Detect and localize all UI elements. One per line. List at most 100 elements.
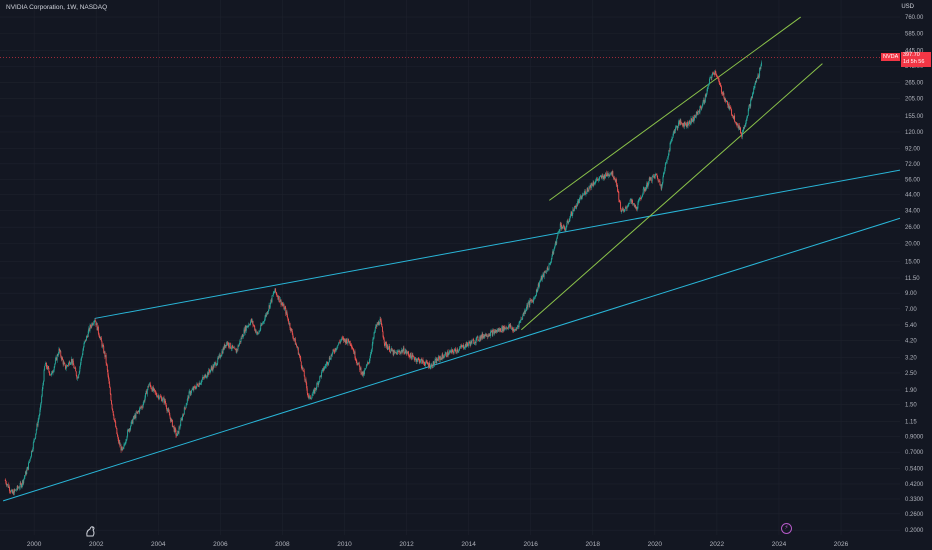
candle-body — [250, 321, 251, 325]
candle-body — [513, 329, 515, 332]
candle-body — [442, 354, 444, 357]
earnings-event-icon[interactable]: ⚡ — [781, 523, 792, 534]
candle-body — [379, 324, 380, 325]
candle-body — [67, 365, 69, 366]
candle-body — [750, 97, 752, 100]
candle-body — [738, 125, 740, 130]
candle-body — [333, 350, 335, 352]
candle-body — [531, 300, 533, 301]
candle-body — [191, 390, 192, 394]
candle-body — [92, 323, 94, 326]
candle-body — [613, 177, 615, 179]
candle-body — [436, 358, 438, 361]
candle-body — [692, 116, 694, 121]
candle-body — [611, 172, 613, 175]
candle-body — [477, 336, 479, 341]
candle-body — [731, 114, 733, 116]
candle-body — [707, 86, 709, 90]
candle-body — [404, 351, 406, 354]
candle-body — [422, 359, 424, 363]
candle-body — [286, 311, 288, 316]
candle-body — [186, 403, 188, 406]
candle-body — [503, 326, 505, 331]
candle-body — [628, 203, 630, 205]
candle-body — [30, 456, 32, 459]
candle-body — [128, 428, 130, 432]
candle-body — [392, 350, 394, 352]
candle-body — [156, 396, 158, 397]
candle-body — [661, 185, 663, 189]
candle-body — [372, 338, 374, 344]
candle-body — [532, 298, 534, 303]
tradingview-logo-icon[interactable] — [84, 524, 98, 538]
candle-body — [301, 366, 303, 369]
candle-body — [568, 221, 570, 223]
candle-body — [534, 297, 536, 299]
candle-body — [153, 388, 155, 391]
candle-body — [305, 379, 307, 384]
candle-body — [13, 489, 15, 495]
candle-body — [570, 211, 572, 216]
candle-body — [608, 175, 610, 176]
candle-body — [353, 351, 355, 354]
candle-body — [213, 363, 215, 368]
candle-body — [466, 342, 468, 345]
candle-body — [439, 357, 441, 361]
candle-body — [725, 101, 727, 102]
candle-body — [314, 388, 316, 394]
candle-body — [271, 295, 273, 302]
candle-body — [666, 161, 667, 163]
candle-body — [408, 353, 410, 356]
candle-body — [578, 198, 580, 203]
candle-body — [318, 381, 320, 386]
candle-body — [411, 354, 413, 360]
candle-body — [743, 127, 745, 128]
candle-body — [558, 231, 559, 233]
y-tick-label: 34.00 — [905, 208, 921, 214]
candle-body — [183, 414, 185, 415]
candle-body — [558, 231, 560, 232]
candle-body — [703, 99, 705, 103]
candle-body — [633, 203, 635, 207]
candle-body — [479, 336, 481, 341]
candle-body — [221, 351, 223, 356]
candle-body — [270, 299, 272, 303]
candle-body — [240, 338, 242, 342]
candle-body — [532, 300, 534, 303]
candle-body — [473, 343, 475, 344]
candle-body — [673, 131, 675, 134]
candle-body — [436, 358, 438, 364]
candle-body — [737, 123, 739, 129]
candle-body — [382, 331, 384, 337]
candle-body — [60, 356, 62, 360]
candle-body — [642, 188, 644, 195]
candle-body — [15, 489, 17, 491]
candle-body — [694, 115, 696, 120]
candle-body — [500, 331, 502, 332]
candle-body — [176, 435, 177, 436]
candle-body — [376, 325, 377, 327]
candle-body — [292, 334, 294, 338]
y-tick-label: 4.20 — [905, 339, 917, 345]
candle-body — [183, 407, 185, 415]
candle-body — [341, 337, 343, 340]
candle-body — [71, 358, 73, 364]
candle-body — [652, 175, 654, 177]
candle-body — [612, 176, 614, 179]
candle-body — [528, 301, 530, 306]
candle-body — [33, 439, 35, 443]
candle-body — [571, 211, 573, 216]
candle-body — [667, 155, 669, 158]
candle-body — [210, 369, 212, 373]
candle-body — [501, 326, 503, 332]
candle-body — [597, 179, 599, 181]
candle-body — [549, 263, 551, 264]
candle-body — [54, 359, 56, 364]
candle-body — [155, 392, 157, 396]
symbol-header[interactable]: NVIDIA Corporation, 1W, NASDAQ — [6, 4, 108, 11]
candle-body — [505, 328, 507, 329]
candle-body — [233, 347, 235, 349]
candle-body — [640, 198, 642, 199]
candle-body — [43, 370, 45, 382]
